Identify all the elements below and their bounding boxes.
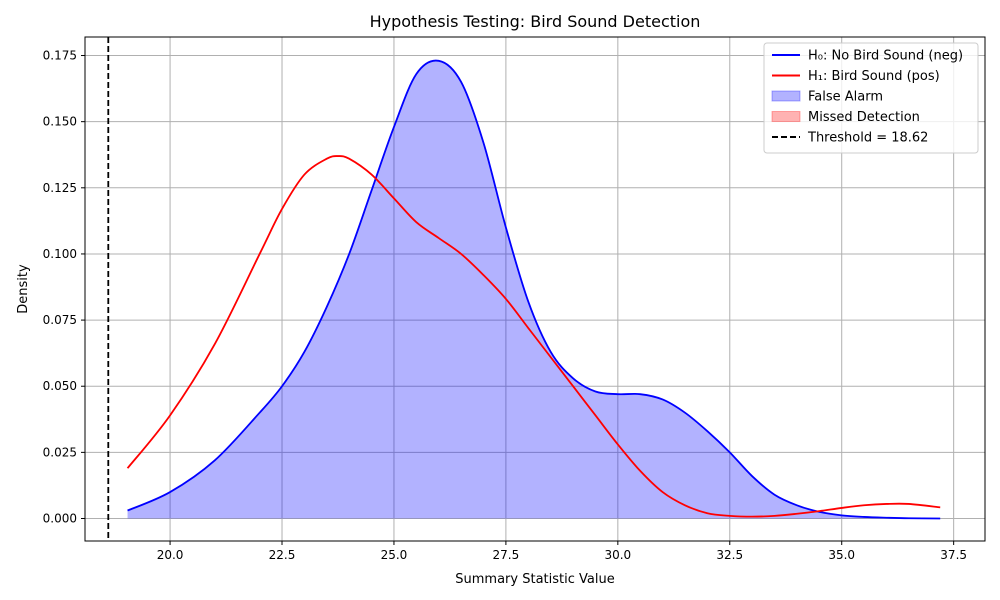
legend-missed-detection-swatch: [771, 111, 801, 122]
x-tick-label: 27.5: [493, 548, 520, 562]
x-tick-label: 35.0: [828, 548, 855, 562]
x-tick-label: 37.5: [940, 548, 967, 562]
y-tick-label: 0.000: [43, 512, 77, 526]
x-tick-label: 32.5: [716, 548, 743, 562]
chart-title: Hypothesis Testing: Bird Sound Detection: [370, 12, 701, 31]
legend-false-alarm-label: False Alarm: [808, 90, 883, 105]
legend-box: [763, 42, 979, 154]
y-tick-label: 0.050: [43, 379, 77, 393]
axis-ticks: 20.0 22.5 25.0 27.5 30.0 32.5 35.0 37.5 0.000 0.0…: [43, 49, 967, 562]
legend-false-alarm-swatch: [771, 90, 801, 102]
legend-h0-label: H₀: No Bird Sound (neg): [808, 49, 963, 64]
plot-frame: [84, 36, 986, 542]
y-tick-label: 0.175: [43, 49, 77, 63]
x-axis-title: Summary Statistic Value: [455, 572, 614, 587]
legend-missed-detection-label: Missed Detection: [808, 110, 920, 125]
x-tick-label: 22.5: [269, 548, 296, 562]
y-axis-title: Density: [16, 264, 31, 314]
series-lines: [126, 59, 941, 520]
fill-areas: [127, 60, 941, 519]
x-tick-label: 25.0: [381, 548, 408, 562]
y-tick-label: 0.125: [43, 181, 77, 195]
false-alarm-area: [127, 60, 941, 519]
legend-h1-label: H₁: Bird Sound (pos): [808, 69, 940, 84]
y-tick-label: 0.025: [43, 445, 77, 459]
x-tick-label: 20.0: [157, 548, 184, 562]
legend-threshold-label: Threshold = 18.62: [807, 131, 928, 146]
y-tick-label: 0.100: [43, 247, 77, 261]
legend: H₀: No Bird Sound (neg) H₁: Bird Sound (…: [763, 42, 979, 154]
x-tick-label: 30.0: [604, 548, 631, 562]
h1-density-line: [126, 155, 941, 518]
h0-density-line: [127, 59, 941, 520]
y-tick-label: 0.150: [43, 115, 77, 129]
y-tick-label: 0.075: [43, 313, 77, 327]
